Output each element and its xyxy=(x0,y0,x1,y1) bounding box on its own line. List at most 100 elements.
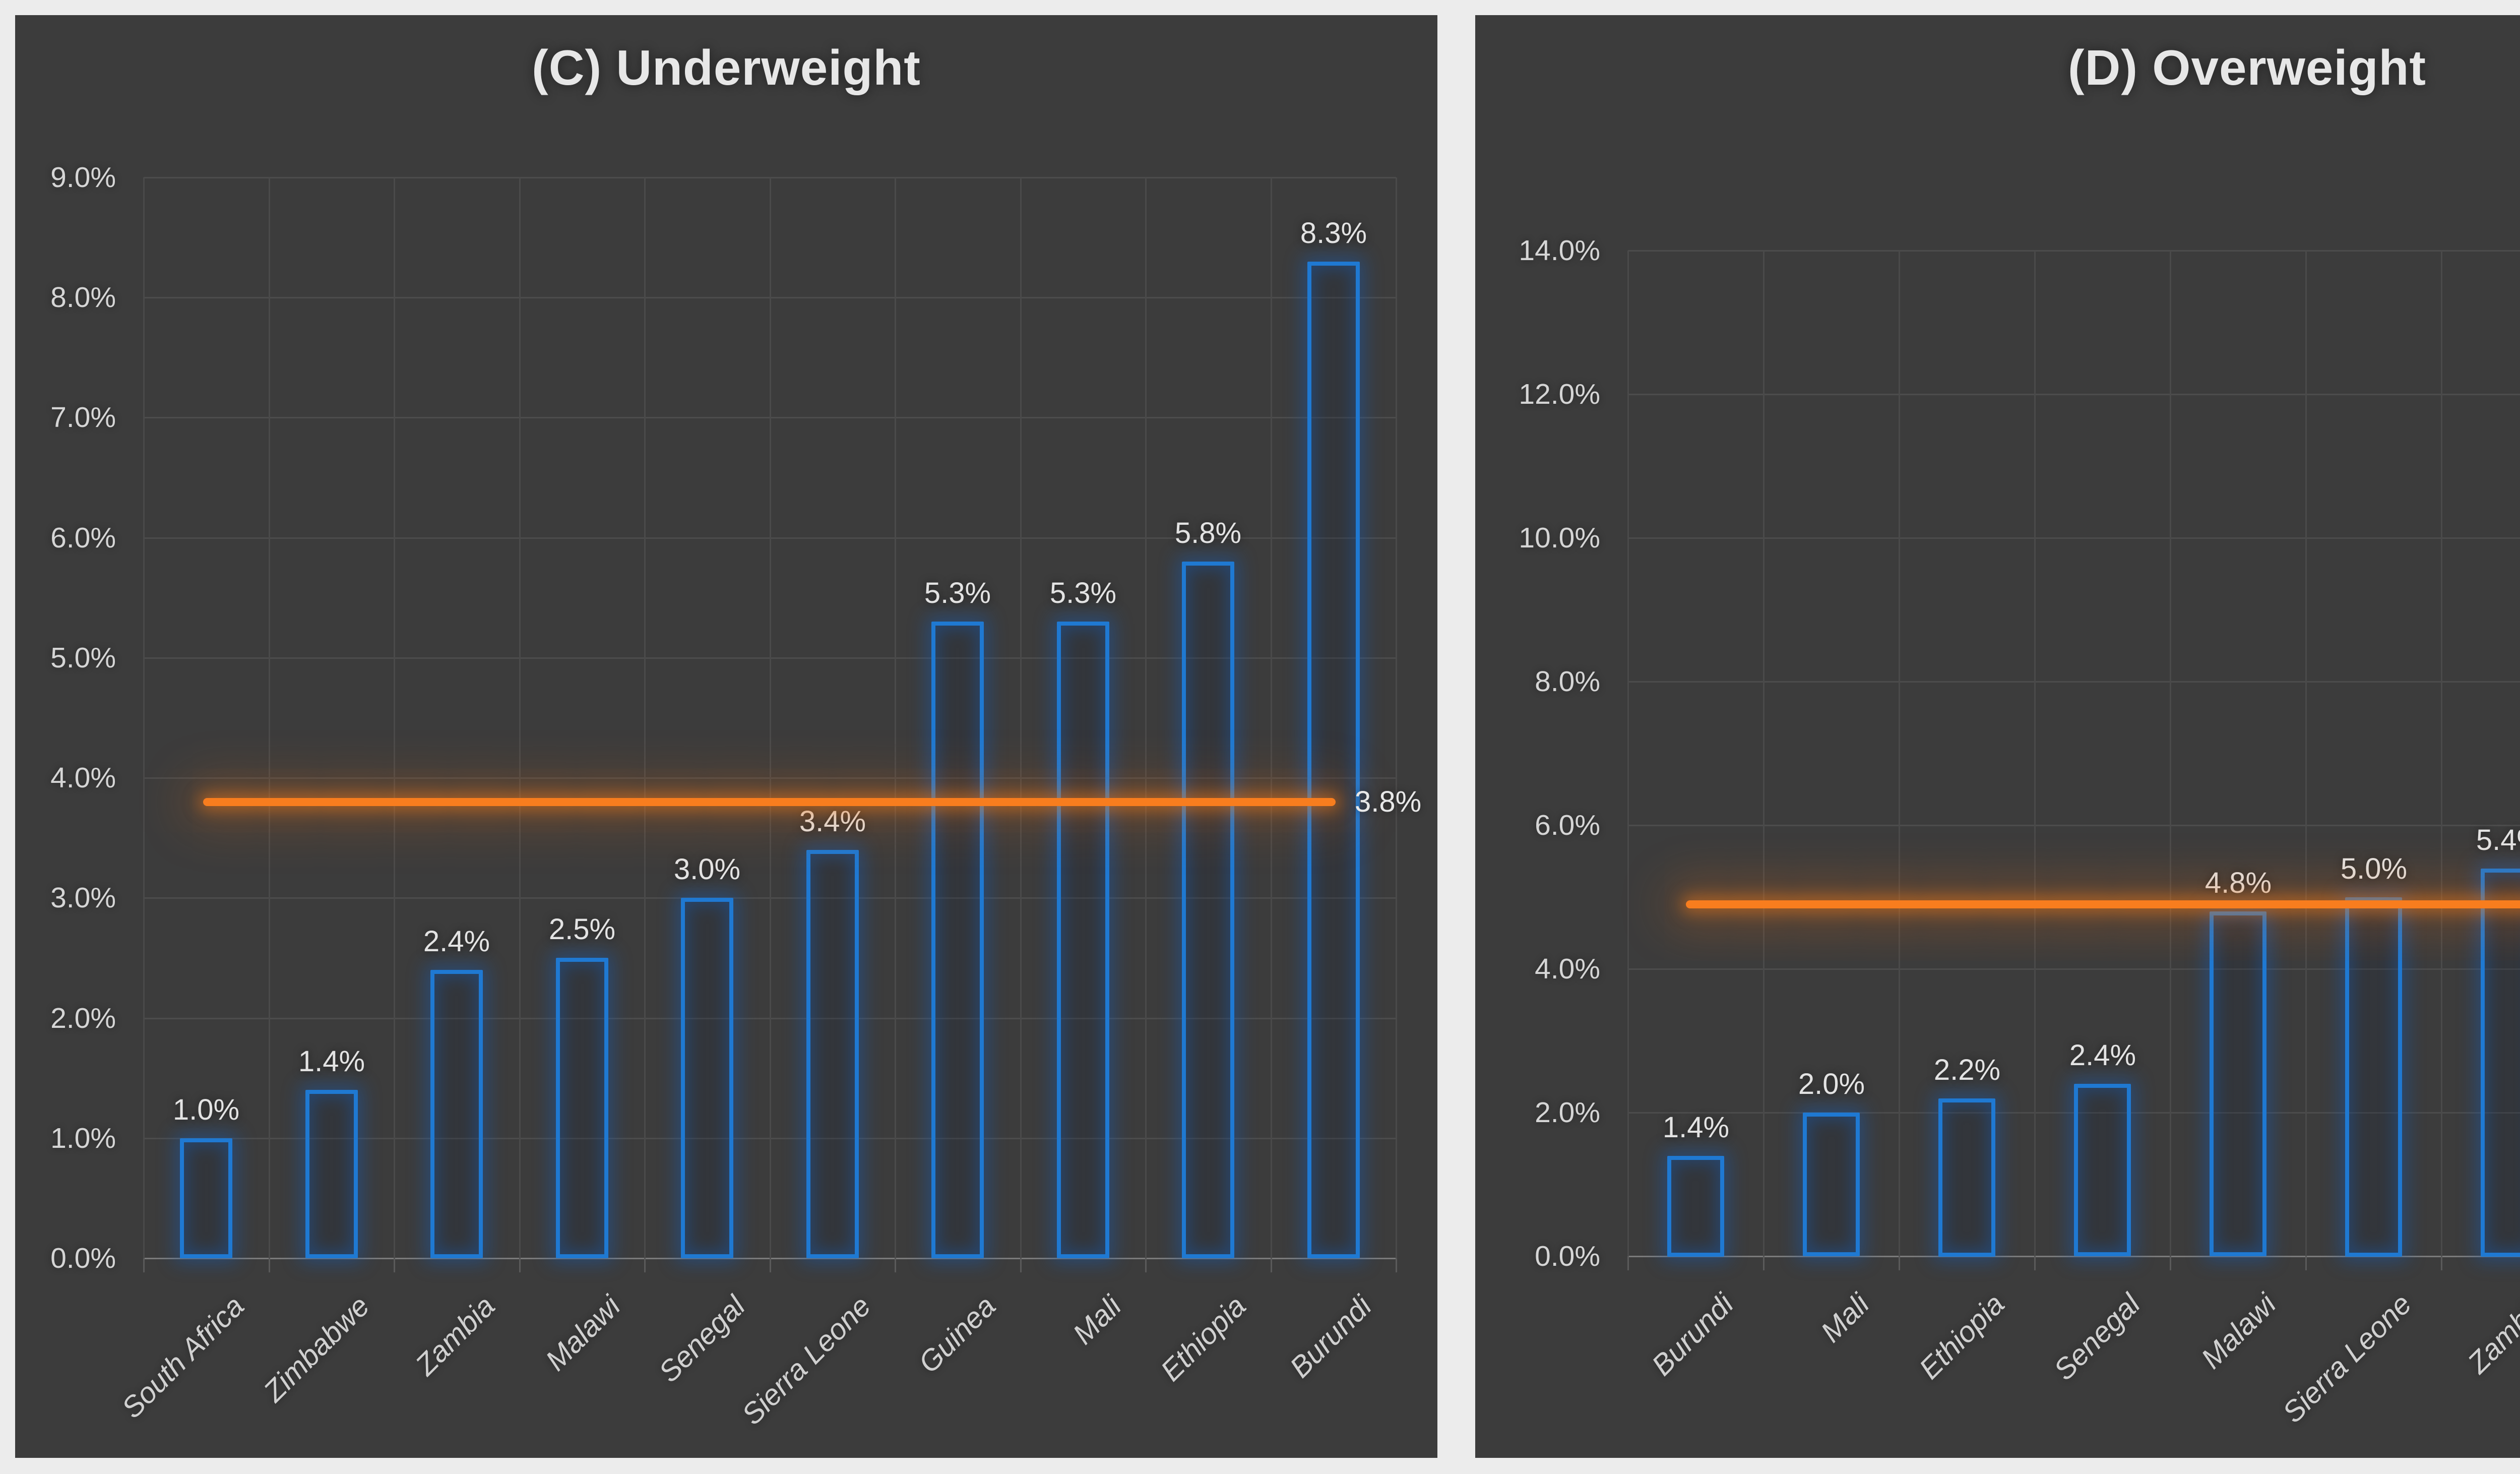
x-axis-category-label: Ethiopia xyxy=(1154,1289,1253,1388)
reference-line-label: 3.8% xyxy=(1355,785,1422,818)
bar-sierra-leone xyxy=(806,850,859,1258)
vertical-gridline xyxy=(895,177,896,1258)
vertical-gridline xyxy=(268,177,270,1258)
x-axis-tick xyxy=(1396,1258,1397,1272)
y-axis-tick-label: 0.0% xyxy=(50,1242,116,1274)
bar-value-label: 2.2% xyxy=(1933,1054,2001,1086)
vertical-gridline xyxy=(143,177,145,1258)
bar-value-label: 5.3% xyxy=(924,577,991,609)
x-axis-category-label: Ethiopia xyxy=(1913,1287,2011,1386)
x-axis-category-label: Senegal xyxy=(2047,1287,2147,1387)
bar-value-label: 1.4% xyxy=(298,1045,365,1078)
x-axis-category-label: Guinea xyxy=(912,1289,1002,1380)
x-axis-category-label: South Africa xyxy=(115,1289,251,1425)
y-axis-tick-label: 1.0% xyxy=(50,1122,116,1154)
y-axis-tick-label: 6.0% xyxy=(50,521,116,554)
chart-title-underweight: (C) Underweight xyxy=(532,40,921,95)
x-axis-category-label: Burundi xyxy=(1283,1289,1378,1384)
bar-value-label: 5.0% xyxy=(2340,852,2408,885)
x-axis-line xyxy=(1628,1256,2520,1257)
vertical-gridline xyxy=(1145,177,1147,1258)
y-axis-tick-label: 3.0% xyxy=(50,882,116,914)
x-axis-category-label: Malawi xyxy=(539,1289,627,1377)
x-axis-tick xyxy=(2305,1256,2307,1270)
x-axis-category-label: Sierra Leone xyxy=(2276,1287,2418,1429)
x-axis-tick xyxy=(769,1258,771,1272)
chart-panel-underweight: (C) Underweight 0.0% 1.0% 2.0% 3.0% 4.0% 5.0%… xyxy=(15,15,1437,1458)
x-axis-tick xyxy=(143,1258,145,1272)
y-axis-tick-label: 2.0% xyxy=(50,1002,116,1034)
bar-senegal xyxy=(681,898,733,1258)
bar-ethiopia xyxy=(1938,1098,1995,1257)
y-axis-tick-label: 4.0% xyxy=(50,762,116,794)
bar-ethiopia xyxy=(1182,562,1234,1258)
x-axis-tick xyxy=(895,1258,896,1272)
vertical-gridline xyxy=(1627,251,1629,1256)
plot-area-overweight: 0.0% 2.0% 4.0% 6.0% 8.0% 10.0% 12.0% 14.0% 1.4% B… xyxy=(1475,15,2520,1458)
bar-value-label: 1.0% xyxy=(172,1093,240,1126)
horizontal-gridline xyxy=(1628,968,2520,970)
vertical-gridline xyxy=(644,177,646,1258)
y-axis-tick-label: 2.0% xyxy=(1535,1096,1600,1129)
vertical-gridline xyxy=(2305,251,2307,1256)
chart-panel-overweight: (D) Overweight 0.0% 2.0% 4.0% 6.0% 8.0% 10.0%… xyxy=(1475,15,2520,1458)
bar-value-label: 2.4% xyxy=(2069,1039,2136,1072)
horizontal-gridline xyxy=(1628,825,2520,826)
bar-value-label: 2.0% xyxy=(1798,1068,1865,1100)
x-axis-tick xyxy=(2441,1256,2442,1270)
y-axis-tick-label: 8.0% xyxy=(50,281,116,314)
x-axis-tick xyxy=(2170,1256,2171,1270)
x-axis-tick xyxy=(519,1258,521,1272)
y-axis-tick-label: 6.0% xyxy=(1535,809,1600,841)
bar-value-label: 3.4% xyxy=(799,805,866,838)
vertical-gridline xyxy=(2441,251,2442,1256)
y-axis-tick-label: 14.0% xyxy=(1519,234,1600,267)
plot-area-underweight: 0.0% 1.0% 2.0% 3.0% 4.0% 5.0% 6.0% 7.0% 8.0% 9.0%… xyxy=(15,15,1437,1458)
horizontal-gridline xyxy=(1628,394,2520,395)
horizontal-gridline xyxy=(1628,681,2520,683)
vertical-gridline xyxy=(519,177,521,1258)
y-axis-tick-label: 4.0% xyxy=(1535,953,1600,985)
x-axis-tick xyxy=(394,1258,395,1272)
x-axis-category-label: Malawi xyxy=(2194,1287,2283,1375)
y-axis-tick-label: 8.0% xyxy=(1535,665,1600,698)
reference-line xyxy=(1686,900,2520,908)
vertical-gridline xyxy=(769,177,771,1258)
y-axis-tick-label: 5.0% xyxy=(50,641,116,674)
bar-value-label: 2.5% xyxy=(548,913,616,946)
vertical-gridline xyxy=(2034,251,2036,1256)
bar-zambia xyxy=(2481,869,2520,1257)
y-axis-tick-label: 9.0% xyxy=(50,161,116,194)
bar-guinea xyxy=(931,622,984,1258)
bar-malawi xyxy=(556,958,608,1258)
x-axis-category-label: Sierra Leone xyxy=(735,1289,877,1431)
vertical-gridline xyxy=(1899,251,1900,1256)
x-axis-category-label: Mali xyxy=(1814,1287,1876,1349)
x-axis-category-label: Burundi xyxy=(1645,1287,1740,1382)
x-axis-category-label: Zambia xyxy=(409,1289,501,1382)
x-axis-tick xyxy=(1020,1258,1022,1272)
bar-zambia xyxy=(430,970,483,1258)
horizontal-gridline xyxy=(1628,250,2520,252)
vertical-gridline xyxy=(2170,251,2171,1256)
y-axis-tick-label: 12.0% xyxy=(1519,378,1600,410)
x-axis-tick xyxy=(644,1258,646,1272)
bar-value-label: 3.0% xyxy=(673,853,741,886)
bar-value-label: 5.3% xyxy=(1049,577,1117,609)
x-axis-tick xyxy=(1270,1258,1272,1272)
x-axis-category-label: Zimbabwe xyxy=(257,1289,376,1408)
x-axis-tick xyxy=(2034,1256,2036,1270)
y-axis-tick-label: 7.0% xyxy=(50,401,116,434)
bar-mali xyxy=(1803,1113,1860,1256)
bar-value-label: 2.4% xyxy=(423,925,490,958)
x-axis-tick xyxy=(1627,1256,1629,1270)
bar-senegal xyxy=(2074,1084,2131,1256)
y-axis-tick-label: 0.0% xyxy=(1535,1240,1600,1272)
bar-sierra-leone xyxy=(2345,897,2402,1257)
bar-value-label: 4.8% xyxy=(2204,867,2272,899)
x-axis-category-label: Mali xyxy=(1066,1289,1128,1351)
x-axis-category-label: Zambia xyxy=(2461,1287,2520,1380)
y-axis-tick-label: 10.0% xyxy=(1519,522,1600,554)
bar-burundi xyxy=(1667,1156,1724,1257)
